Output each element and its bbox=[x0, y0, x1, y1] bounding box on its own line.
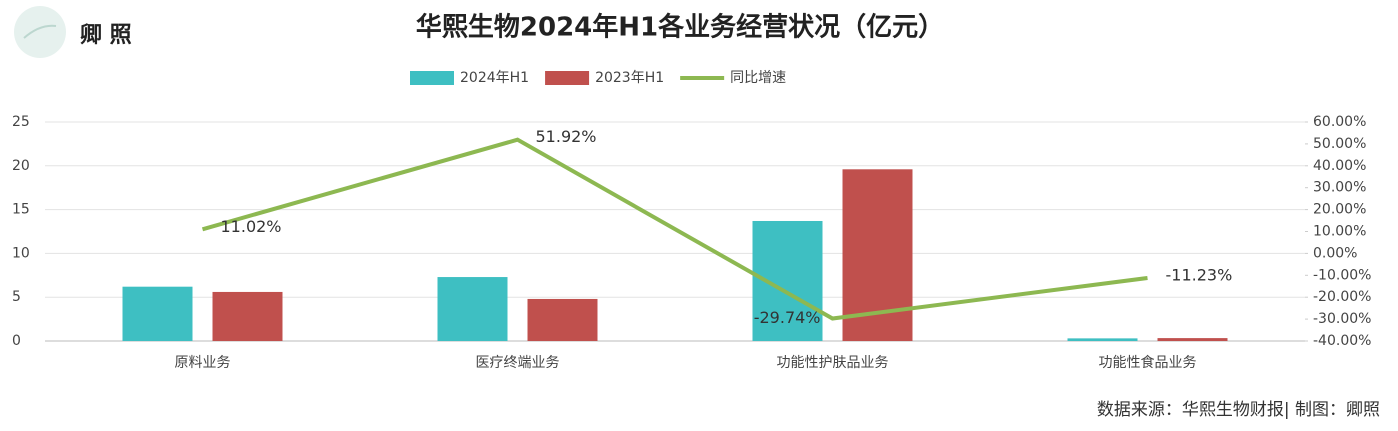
data-label: 51.92% bbox=[536, 127, 597, 146]
x-tick-label: 功能性食品业务 bbox=[1099, 354, 1197, 371]
x-tick-label: 原料业务 bbox=[175, 355, 231, 371]
data-label: -29.74% bbox=[754, 308, 821, 327]
bar bbox=[1157, 338, 1228, 341]
y2-tick-label: -30.00% bbox=[1313, 311, 1371, 327]
x-tick-label: 功能性护肤品业务 bbox=[777, 355, 889, 371]
source: 数据来源：华熙生物财报| 制图：卿照 bbox=[1097, 400, 1380, 420]
legend-swatch bbox=[410, 71, 454, 85]
y-tick-label: 25 bbox=[12, 114, 30, 130]
y2-tick-label: -10.00% bbox=[1313, 267, 1371, 283]
y-tick-label: 0 bbox=[12, 333, 21, 349]
y-tick-label: 5 bbox=[12, 289, 21, 305]
y2-tick-label: 20.00% bbox=[1313, 202, 1366, 218]
legend-label: 同比增速 bbox=[730, 70, 786, 86]
brand: 卿 照 bbox=[80, 23, 132, 48]
line bbox=[201, 137, 1148, 321]
y2-tick-label: 30.00% bbox=[1313, 180, 1366, 196]
legend-swatch bbox=[545, 71, 590, 85]
legend-label: 2024年H1 bbox=[460, 70, 529, 86]
y2-tick-label: 10.00% bbox=[1313, 224, 1366, 240]
logo-mark bbox=[23, 24, 57, 39]
chart-title: 华熙生物2024年H1各业务经营状况（亿元） bbox=[416, 12, 944, 43]
y-tick-label: 20 bbox=[12, 158, 30, 174]
y2-tick-label: -20.00% bbox=[1313, 289, 1371, 305]
bar bbox=[122, 286, 193, 341]
logo bbox=[14, 6, 66, 58]
y-tick-label: 15 bbox=[12, 202, 30, 218]
y2-tick-label: 50.00% bbox=[1313, 136, 1366, 152]
y2-tick-label: 0.00% bbox=[1313, 245, 1357, 261]
y2-tick-label: 40.00% bbox=[1313, 158, 1366, 174]
data-label: -11.23% bbox=[1166, 265, 1233, 284]
bar bbox=[437, 277, 508, 341]
y2-tick-label: 60.00% bbox=[1313, 114, 1366, 130]
data-label: 11.02% bbox=[221, 217, 282, 236]
y-tick-label: 10 bbox=[12, 245, 30, 261]
bar bbox=[212, 291, 283, 341]
bar bbox=[527, 298, 598, 341]
legend-label: 2023年H1 bbox=[595, 70, 664, 86]
y2-tick-label: -40.00% bbox=[1313, 333, 1371, 349]
bar bbox=[1067, 338, 1138, 341]
x-tick-label: 医疗终端业务 bbox=[476, 355, 560, 371]
